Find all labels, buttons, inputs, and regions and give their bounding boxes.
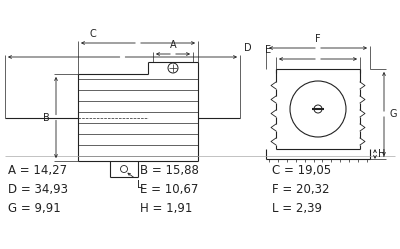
Text: C: C bbox=[90, 29, 96, 39]
Text: G: G bbox=[389, 109, 396, 119]
Text: G = 9,91: G = 9,91 bbox=[8, 201, 61, 214]
Text: E = 10,67: E = 10,67 bbox=[140, 183, 198, 195]
Text: D: D bbox=[244, 43, 252, 53]
Text: F: F bbox=[315, 34, 321, 44]
Text: A = 14,27: A = 14,27 bbox=[8, 164, 67, 177]
Text: H: H bbox=[378, 149, 385, 159]
Text: F = 20,32: F = 20,32 bbox=[272, 183, 330, 195]
Text: D = 34,93: D = 34,93 bbox=[8, 183, 68, 195]
Text: B: B bbox=[43, 113, 50, 123]
Text: H = 1,91: H = 1,91 bbox=[140, 201, 192, 214]
Text: E: E bbox=[265, 45, 271, 55]
Text: B = 15,88: B = 15,88 bbox=[140, 164, 199, 177]
Text: C = 19,05: C = 19,05 bbox=[272, 164, 331, 177]
Text: A: A bbox=[170, 40, 176, 50]
Text: L = 2,39: L = 2,39 bbox=[272, 201, 322, 214]
Text: L: L bbox=[137, 180, 142, 190]
